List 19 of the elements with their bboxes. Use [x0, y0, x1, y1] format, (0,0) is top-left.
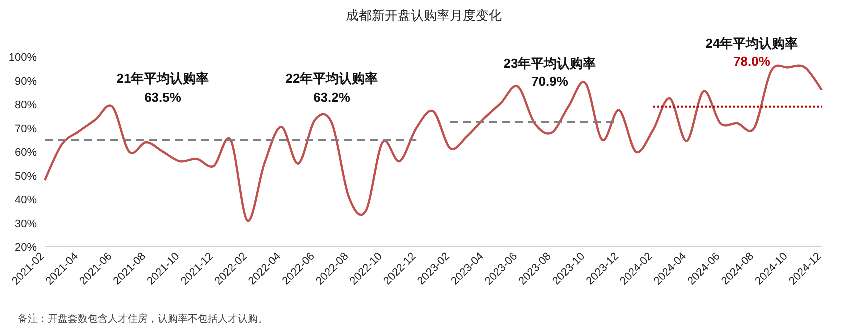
y-tick-label: 100% [8, 52, 38, 64]
y-tick-label: 80% [14, 100, 38, 112]
y-tick-label: 90% [14, 76, 38, 88]
annotation: 21年平均认购率 [116, 71, 210, 86]
y-tick-label: 40% [14, 194, 38, 206]
text: 备注：开盘套数包含人才住房，认购率不包括人才认购。 [18, 313, 268, 325]
annotation: 63.5% [144, 90, 182, 105]
annotation: 22年平均认购率 [286, 71, 378, 86]
y-tick-label: 30% [14, 218, 38, 230]
y-tick-label: 20% [14, 242, 38, 254]
y-tick-label: 50% [14, 170, 38, 183]
annotation: 23年平均认购率 [504, 56, 596, 71]
y-tick-label: 60% [14, 147, 38, 159]
annotation: 70.9% [532, 74, 569, 89]
y-tick-label: 70% [14, 123, 38, 136]
chart-title: 成都新开盘认购率月度变化 [346, 8, 502, 23]
text: 24年平均认购率 [706, 36, 798, 51]
annotation: 78.0% [734, 54, 771, 69]
annotation: 63.2% [314, 90, 351, 105]
